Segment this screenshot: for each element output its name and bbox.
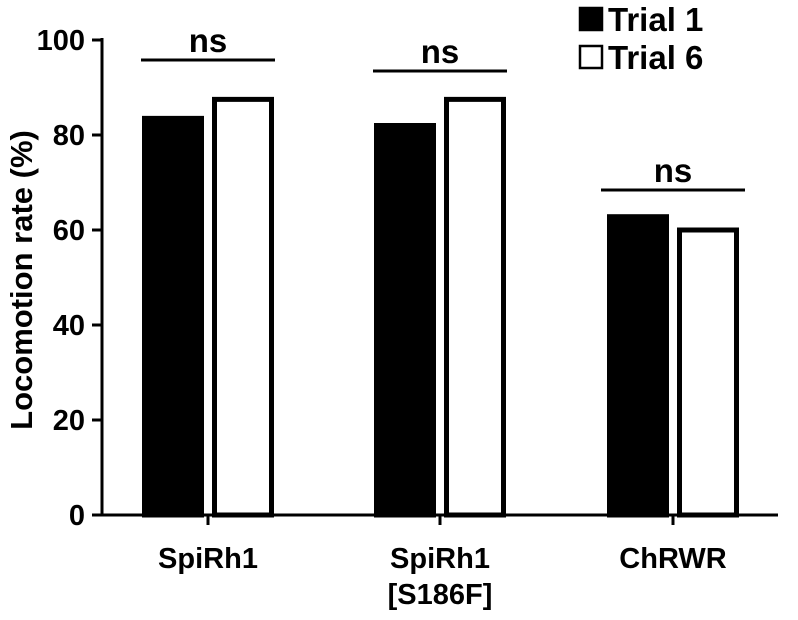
x-axis: SpiRh1 SpiRh1 [S186F] ChRWR — [100, 513, 778, 611]
bar-trial-6 — [212, 96, 274, 518]
bar-trial-1 — [142, 115, 204, 518]
significance-label: ns — [421, 33, 460, 70]
y-axis-title: Locomotion rate (%) — [4, 130, 39, 430]
y-tick-label: 100 — [37, 25, 85, 57]
legend-label: Trial 6 — [608, 39, 703, 76]
y-tick-label: 60 — [53, 215, 85, 247]
legend-swatch — [578, 6, 604, 32]
x-category-label: ChRWR — [619, 543, 726, 575]
significance-label: ns — [654, 152, 693, 189]
x-category-label: [S186F] — [388, 579, 493, 611]
x-category-label: SpiRh1 — [158, 543, 258, 575]
bar-trial-6 — [444, 96, 506, 518]
y-tick-label: 0 — [69, 500, 85, 532]
bars — [142, 96, 739, 518]
bar-trial-1 — [374, 123, 436, 518]
y-axis: 0 20 40 60 80 100 — [37, 25, 104, 532]
y-tick-label: 80 — [53, 120, 85, 152]
y-tick-label: 40 — [53, 310, 85, 342]
significance-label: ns — [189, 22, 228, 59]
legend-swatch — [578, 44, 604, 70]
x-category-label: SpiRh1 — [390, 543, 490, 575]
significance-annotations: ns ns ns — [141, 22, 745, 192]
legend-label: Trial 1 — [608, 1, 703, 38]
bar-trial-6 — [677, 227, 739, 518]
y-tick-label: 20 — [53, 405, 85, 437]
bar-trial-1 — [607, 214, 669, 518]
